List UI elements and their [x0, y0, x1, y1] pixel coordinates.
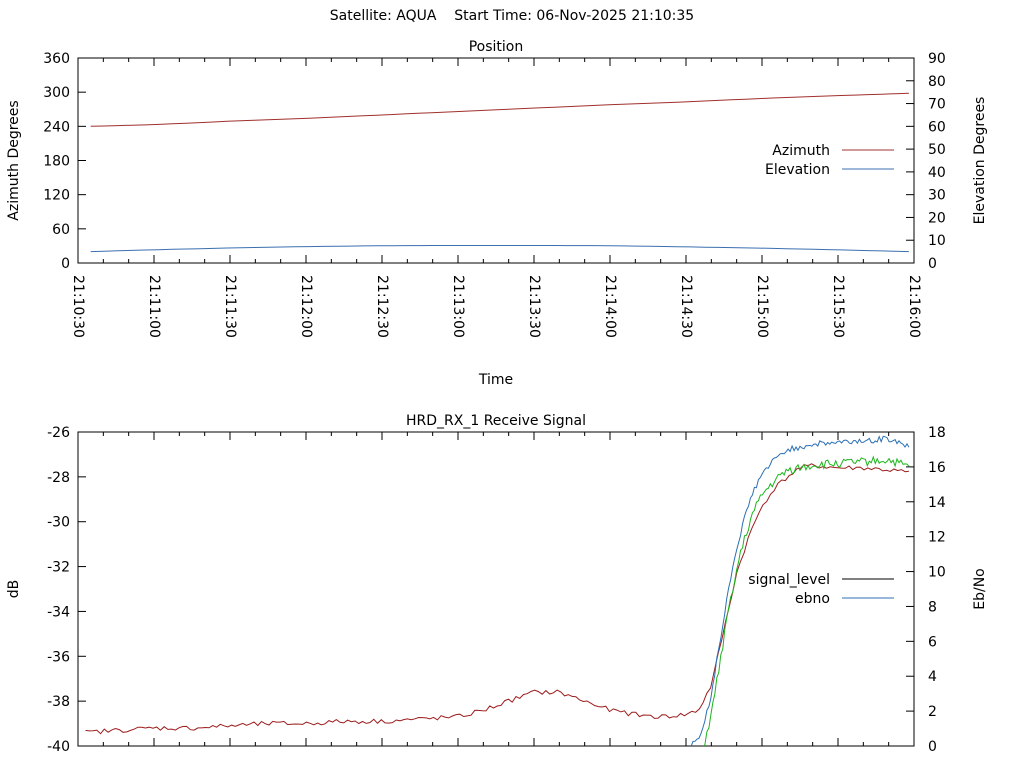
panel1-xtick-label: 21:10:30	[70, 275, 86, 338]
satellite-label: Satellite: AQUA	[329, 8, 437, 24]
panel1-ytick-label: 180	[43, 154, 70, 170]
panel2-ytick-label: -40	[47, 739, 70, 755]
panel2-y2tick-label: 16	[928, 460, 946, 476]
panel2-ytick-label: -38	[47, 694, 70, 710]
panel2-title: HRD_RX_1 Receive Signal	[406, 413, 586, 429]
panel1-y2tick-label: 70	[928, 97, 946, 113]
panel2-frame	[77, 431, 915, 747]
panel1-y2label: Elevation Degrees	[972, 97, 988, 225]
panel2-y2tick-label: 10	[928, 565, 946, 581]
panel1-xtick-label: 21:16:00	[906, 275, 922, 338]
panel2-series-ebno-legend-label: ebno	[795, 591, 830, 607]
panel2-ytick-label: -34	[47, 604, 70, 620]
panel2-y2tick-label: 8	[928, 599, 937, 615]
panel2-series-ebno-overlay-line	[703, 455, 910, 746]
panel2-ylabel: dB	[6, 580, 22, 599]
panel1-ytick-label: 60	[52, 222, 70, 238]
panel2-y2tick-label: 14	[928, 495, 946, 511]
panel2-ytick-label: -30	[47, 515, 70, 531]
panel1-xtick-label: 21:13:00	[450, 275, 466, 338]
panel1-series-azimuth-legend-label: Azimuth	[772, 143, 830, 159]
panel2-y2tick-label: 6	[928, 634, 937, 650]
panel1-y2tick-label: 60	[928, 119, 946, 135]
panel2-ytick-label: -26	[47, 425, 70, 441]
panel1-xtick-label: 21:11:00	[146, 275, 162, 338]
panel2-ytick-label: -36	[47, 649, 70, 665]
panel2-ytick-label: -32	[47, 560, 70, 576]
panel2-y2tick-label: 4	[928, 669, 937, 685]
panel1-xtick-label: 21:12:30	[374, 275, 390, 338]
panel1-y2tick-label: 40	[928, 165, 946, 181]
panel1-series-elevation-line	[90, 245, 909, 253]
panel1-series-elevation-legend-label: Elevation	[765, 162, 830, 178]
panel1-xtick-label: 21:13:30	[526, 275, 542, 338]
panel2-series-ebno-line	[690, 435, 910, 746]
panel2-y2tick-label: 0	[928, 739, 937, 755]
panel1-xtick-label: 21:12:00	[298, 275, 314, 338]
panel1-y2tick-label: 10	[928, 233, 946, 249]
panel1-title: Position	[469, 39, 524, 55]
panel1-xtick-label: 21:15:00	[754, 275, 770, 338]
panel1-y2tick-label: 50	[928, 142, 946, 158]
panel1-ytick-label: 300	[43, 85, 70, 101]
panel1-y2tick-label: 30	[928, 188, 946, 204]
panel1-ytick-label: 360	[43, 51, 70, 67]
panel1-xtick-label: 21:11:30	[222, 275, 238, 338]
panel2-y2tick-label: 18	[928, 425, 946, 441]
start-time-label: Start Time: 06-Nov-2025 21:10:35	[454, 8, 695, 24]
panel1-series-azimuth-line	[90, 92, 909, 127]
panel2-series-signal-level-legend-label: signal_level	[748, 572, 830, 588]
panel2-ytick-label: -28	[47, 470, 70, 486]
panel1-ytick-label: 0	[61, 256, 70, 272]
panel2-series-signal-level-line	[85, 463, 909, 735]
panel2-y2tick-label: 2	[928, 704, 937, 720]
panel1-xlabel: Time	[478, 372, 513, 388]
page-title: Satellite: AQUA Start Time: 06-Nov-2025 …	[0, 8, 1024, 24]
panel1-frame	[77, 57, 915, 264]
panel1-xtick-label: 21:14:30	[678, 275, 694, 338]
panel1-xtick-label: 21:14:00	[602, 275, 618, 338]
panel1-y2tick-label: 20	[928, 210, 946, 226]
panel1-y2tick-label: 90	[928, 51, 946, 67]
panel1-y2tick-label: 0	[928, 256, 937, 272]
panel2-y2label: Eb/No	[972, 568, 988, 610]
panel1-y2tick-label: 80	[928, 74, 946, 90]
panel2-y2tick-label: 12	[928, 530, 946, 546]
panel1-xtick-label: 21:15:30	[830, 275, 846, 338]
panel1-ytick-label: 240	[43, 119, 70, 135]
panel1-ytick-label: 120	[43, 188, 70, 204]
panel1-ylabel: Azimuth Degrees	[6, 100, 22, 220]
